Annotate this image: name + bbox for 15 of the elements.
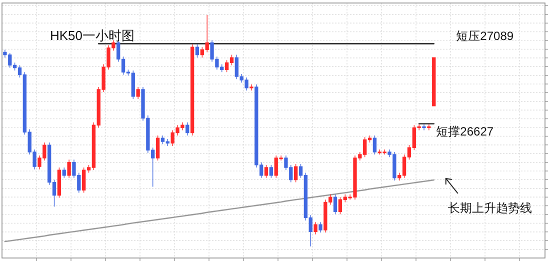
text: 长期上升趋势线 — [448, 200, 532, 215]
candlestick — [250, 84, 254, 91]
candlestick — [269, 164, 274, 178]
candlestick — [294, 164, 298, 183]
candlestick — [314, 222, 318, 235]
candlestick — [264, 164, 268, 178]
candlestick — [62, 167, 66, 178]
series-label: 短压27089 — [456, 29, 514, 44]
candlestick — [67, 159, 71, 178]
candlestick — [422, 124, 426, 131]
candlestick — [136, 86, 140, 100]
candlestick — [427, 124, 431, 131]
candlestick — [318, 222, 322, 233]
text: HK50一小时图 — [50, 28, 135, 43]
series-label: 短撑26627 — [436, 124, 494, 138]
